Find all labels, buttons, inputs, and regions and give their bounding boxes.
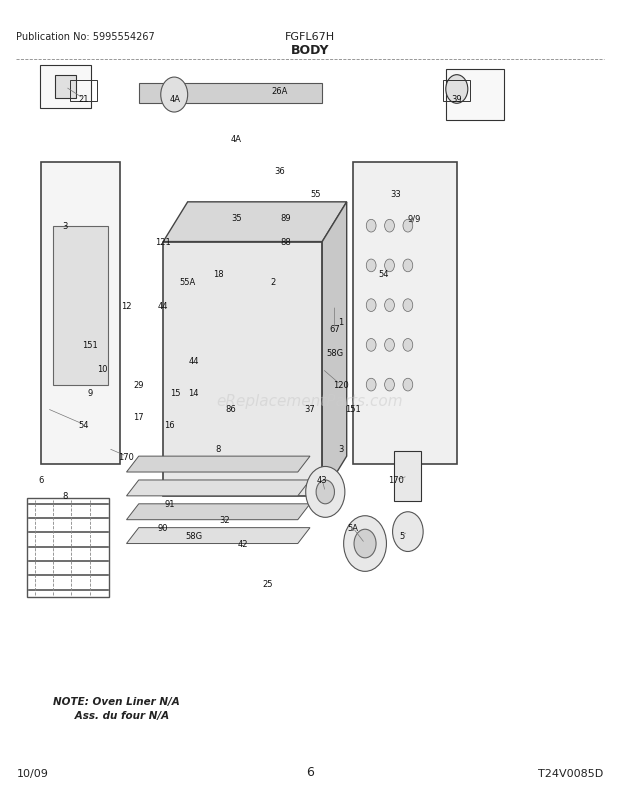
Circle shape — [392, 512, 423, 552]
Text: 10/09: 10/09 — [16, 768, 48, 778]
FancyBboxPatch shape — [163, 242, 322, 496]
Circle shape — [366, 339, 376, 352]
Text: eReplacementParts.com: eReplacementParts.com — [216, 394, 404, 408]
Text: 42: 42 — [237, 540, 248, 549]
Text: 4A: 4A — [170, 95, 181, 104]
Text: 35: 35 — [231, 214, 242, 223]
Text: NOTE: Oven Liner N/A: NOTE: Oven Liner N/A — [53, 697, 180, 707]
FancyBboxPatch shape — [139, 83, 322, 103]
Text: 6: 6 — [38, 476, 43, 485]
Circle shape — [316, 480, 334, 504]
Text: 8: 8 — [216, 444, 221, 453]
Circle shape — [366, 260, 376, 273]
Text: 18: 18 — [213, 269, 224, 278]
Text: 121: 121 — [156, 237, 171, 247]
Text: 37: 37 — [304, 404, 316, 414]
Text: 3: 3 — [338, 444, 343, 453]
Text: 26A: 26A — [271, 87, 288, 96]
Circle shape — [366, 299, 376, 312]
Circle shape — [366, 220, 376, 233]
Text: 17: 17 — [133, 412, 144, 421]
Circle shape — [403, 339, 413, 352]
Text: 55: 55 — [311, 190, 321, 199]
Polygon shape — [322, 203, 347, 496]
FancyBboxPatch shape — [55, 76, 76, 99]
Circle shape — [384, 299, 394, 312]
Text: FGFL67H: FGFL67H — [285, 32, 335, 42]
Text: 2: 2 — [271, 277, 276, 286]
Text: 91: 91 — [164, 500, 175, 508]
Text: 58G: 58G — [326, 349, 343, 358]
Text: 44: 44 — [188, 357, 199, 366]
Polygon shape — [126, 528, 310, 544]
Text: 25: 25 — [262, 579, 272, 588]
Text: 9: 9 — [87, 388, 92, 398]
Text: 54: 54 — [378, 269, 389, 278]
Text: 10: 10 — [97, 365, 107, 374]
Text: Ass. du four N/A: Ass. du four N/A — [53, 710, 169, 720]
Text: 90: 90 — [158, 524, 169, 533]
FancyBboxPatch shape — [40, 66, 91, 109]
Text: 88: 88 — [280, 237, 291, 247]
Text: 39: 39 — [451, 95, 462, 104]
Text: 8: 8 — [63, 492, 68, 500]
Text: 9/9: 9/9 — [407, 214, 421, 223]
Text: 43: 43 — [317, 476, 327, 485]
Text: 1: 1 — [338, 317, 343, 326]
Text: 151: 151 — [82, 341, 98, 350]
Circle shape — [354, 529, 376, 558]
Text: 32: 32 — [219, 516, 229, 525]
Circle shape — [384, 339, 394, 352]
Text: 89: 89 — [280, 214, 291, 223]
Circle shape — [446, 75, 468, 104]
FancyBboxPatch shape — [53, 226, 108, 385]
Text: 6: 6 — [306, 765, 314, 778]
Circle shape — [403, 379, 413, 391]
Circle shape — [384, 260, 394, 273]
Text: 151: 151 — [345, 404, 361, 414]
Text: 170: 170 — [388, 476, 404, 485]
Text: T24V0085D: T24V0085D — [538, 768, 604, 778]
Polygon shape — [126, 456, 310, 472]
Text: 14: 14 — [188, 388, 199, 398]
Circle shape — [343, 516, 386, 572]
FancyBboxPatch shape — [353, 163, 457, 464]
Text: 4A: 4A — [231, 135, 242, 144]
Text: 12: 12 — [122, 302, 132, 310]
Circle shape — [403, 299, 413, 312]
Circle shape — [306, 467, 345, 517]
Text: BODY: BODY — [291, 44, 329, 57]
Text: 16: 16 — [164, 420, 175, 429]
FancyBboxPatch shape — [446, 70, 504, 121]
Text: 58G: 58G — [185, 532, 202, 541]
Text: 120: 120 — [333, 381, 348, 390]
Text: 55A: 55A — [180, 277, 196, 286]
Text: 54: 54 — [79, 420, 89, 429]
Circle shape — [403, 220, 413, 233]
Text: 3: 3 — [63, 222, 68, 231]
Text: 170: 170 — [118, 452, 135, 461]
Text: 36: 36 — [274, 166, 285, 176]
Text: 5: 5 — [399, 532, 404, 541]
Circle shape — [366, 379, 376, 391]
Circle shape — [384, 220, 394, 233]
Text: 21: 21 — [79, 95, 89, 104]
FancyBboxPatch shape — [394, 451, 422, 502]
Polygon shape — [126, 504, 310, 520]
Text: 29: 29 — [133, 381, 144, 390]
Circle shape — [403, 260, 413, 273]
Text: Publication No: 5995554267: Publication No: 5995554267 — [16, 32, 155, 42]
Text: 86: 86 — [225, 404, 236, 414]
Polygon shape — [126, 480, 310, 496]
FancyBboxPatch shape — [41, 163, 120, 464]
Circle shape — [161, 78, 188, 113]
Polygon shape — [163, 203, 347, 242]
Text: 44: 44 — [158, 302, 169, 310]
Text: 5A: 5A — [347, 524, 358, 533]
Text: 67: 67 — [329, 325, 340, 334]
Text: 15: 15 — [170, 388, 180, 398]
Circle shape — [384, 379, 394, 391]
Text: 33: 33 — [390, 190, 401, 199]
